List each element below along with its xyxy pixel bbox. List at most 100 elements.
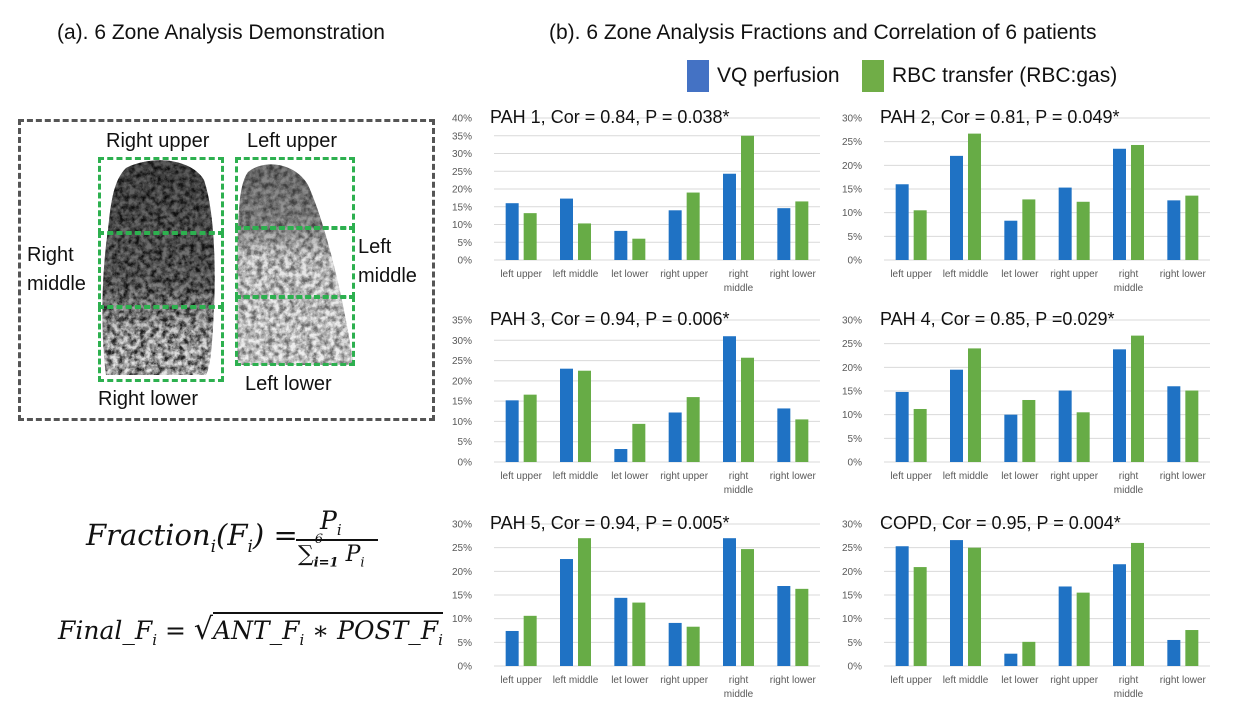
bar-vq-right-lower (1167, 386, 1181, 462)
zone-label-right-lower: Right lower (98, 388, 199, 410)
x-tick-label: middle (724, 689, 754, 700)
y-tick-label: 30% (452, 520, 472, 531)
y-tick-label: 25% (842, 137, 862, 148)
x-tick-label: right upper (1050, 675, 1098, 686)
y-tick-label: 30% (842, 520, 862, 531)
formula2-operator: ∗ (304, 616, 338, 645)
y-tick-label: 25% (842, 339, 862, 350)
chart-pah3: 0% 5% 10% 15% 20% 25% 30% 35% left upper left mid… (452, 309, 820, 496)
y-tick-label: 20% (452, 185, 472, 196)
y-tick-label: 30% (452, 149, 472, 160)
zone-right-upper (98, 157, 224, 234)
y-tick-label: 15% (842, 591, 862, 602)
y-tick-label: 0% (848, 256, 863, 267)
zone-left-middle (235, 227, 355, 298)
x-tick-label: right upper (1050, 471, 1098, 482)
x-tick-label: let lower (611, 269, 649, 280)
y-tick-label: 20% (842, 363, 862, 374)
y-tick-label: 10% (452, 220, 472, 231)
bar-vq-let-lower (614, 230, 628, 260)
formula2-post-sub: i (438, 631, 443, 649)
x-tick-label: right upper (660, 471, 708, 482)
bar-rbc-left-upper (523, 213, 537, 260)
legend-label-rbc: RBC transfer (RBC:gas) (892, 64, 1118, 87)
bar-rbc-right-upper (686, 626, 700, 666)
bar-vq-let-lower (1004, 653, 1018, 666)
x-tick-label: left upper (500, 675, 542, 686)
x-tick-label: left upper (890, 675, 932, 686)
x-tick-label: right (729, 471, 749, 482)
x-tick-label: let lower (611, 675, 649, 686)
bar-vq-right-lower (1167, 639, 1181, 666)
bar-vq-right-upper (1058, 586, 1072, 666)
x-tick-label: middle (1114, 485, 1144, 496)
y-tick-label: 5% (848, 434, 863, 445)
formula1-arg: (F (216, 518, 248, 552)
chart-pah1: 0% 5% 10% 15% 20% 25% 30% 35% 40% left upper left … (452, 107, 820, 294)
bar-vq-right-lower (1167, 200, 1181, 260)
right-panel-title: (b). 6 Zone Analysis Fractions and Corre… (549, 21, 1097, 44)
bar-rbc-right-lower (1185, 195, 1199, 260)
fraction-formula: Fractioni(Fi) = Pi ∑ 6 i=1 Pi (86, 506, 416, 576)
x-tick-label: middle (1114, 283, 1144, 294)
formula2-equals: = (164, 616, 186, 645)
y-tick-label: 20% (452, 567, 472, 578)
zone-left-lower (235, 296, 355, 366)
x-tick-label: right lower (1160, 471, 1207, 482)
x-tick-label: left middle (943, 471, 989, 482)
zone-label-left-middle-line2: middle (358, 265, 417, 287)
chart-title: PAH 3, Cor = 0.94, P = 0.006* (490, 309, 729, 329)
y-tick-label: 0% (848, 458, 863, 469)
y-tick-label: 25% (452, 543, 472, 554)
formula1-sum-sup: 6 (314, 532, 323, 547)
bar-vq-right-middle (1113, 148, 1126, 260)
bar-rbc-left-upper (523, 394, 537, 462)
x-tick-label: let lower (1001, 675, 1039, 686)
y-tick-label: 15% (452, 591, 472, 602)
x-tick-label: middle (1114, 689, 1144, 700)
bar-vq-let-lower (614, 597, 628, 666)
x-tick-label: right (1119, 675, 1139, 686)
bar-rbc-right-middle (1131, 144, 1144, 260)
y-tick-label: 20% (842, 567, 862, 578)
bar-rbc-right-middle (1131, 335, 1144, 462)
bar-vq-left-middle (560, 368, 573, 462)
y-tick-label: 5% (848, 232, 863, 243)
x-tick-label: let lower (1001, 269, 1039, 280)
y-tick-label: 30% (842, 114, 862, 125)
y-tick-label: 15% (452, 202, 472, 213)
demo-box (18, 119, 435, 421)
y-tick-label: 25% (452, 167, 472, 178)
legend-item-vq: VQ perfusion (687, 60, 840, 92)
x-tick-label: left upper (500, 471, 542, 482)
y-tick-label: 0% (458, 662, 473, 673)
bar-rbc-right-middle (741, 549, 754, 666)
bar-rbc-right-middle (741, 357, 754, 462)
x-tick-label: right lower (1160, 269, 1207, 280)
y-tick-label: 25% (842, 543, 862, 554)
bar-rbc-left-middle (968, 547, 981, 666)
bar-vq-right-upper (1058, 187, 1072, 260)
bar-rbc-let-lower (632, 238, 646, 260)
y-tick-label: 40% (452, 114, 472, 125)
formula1-arg-sub: i (247, 536, 253, 557)
bar-vq-right-middle (1113, 349, 1126, 462)
y-tick-label: 10% (842, 410, 862, 421)
x-tick-label: right (1119, 471, 1139, 482)
x-tick-label: let lower (1001, 471, 1039, 482)
x-tick-label: right lower (770, 675, 817, 686)
bar-vq-right-upper (1058, 390, 1072, 462)
bar-rbc-left-middle (968, 348, 981, 462)
bar-rbc-right-middle (1131, 542, 1144, 666)
bar-rbc-right-upper (686, 397, 700, 462)
formula1-numerator-sub: i (336, 521, 342, 539)
y-tick-label: 25% (452, 356, 472, 367)
bar-vq-left-upper (895, 184, 909, 260)
bar-rbc-left-middle (578, 370, 591, 462)
y-tick-label: 35% (452, 316, 472, 327)
chart-title: PAH 4, Cor = 0.85, P =0.029* (880, 309, 1114, 329)
y-tick-label: 5% (458, 437, 473, 448)
y-tick-label: 0% (848, 662, 863, 673)
bar-vq-right-middle (723, 538, 736, 666)
chart-copd: 0% 5% 10% 15% 20% 25% 30% left upper left middle… (842, 513, 1210, 700)
